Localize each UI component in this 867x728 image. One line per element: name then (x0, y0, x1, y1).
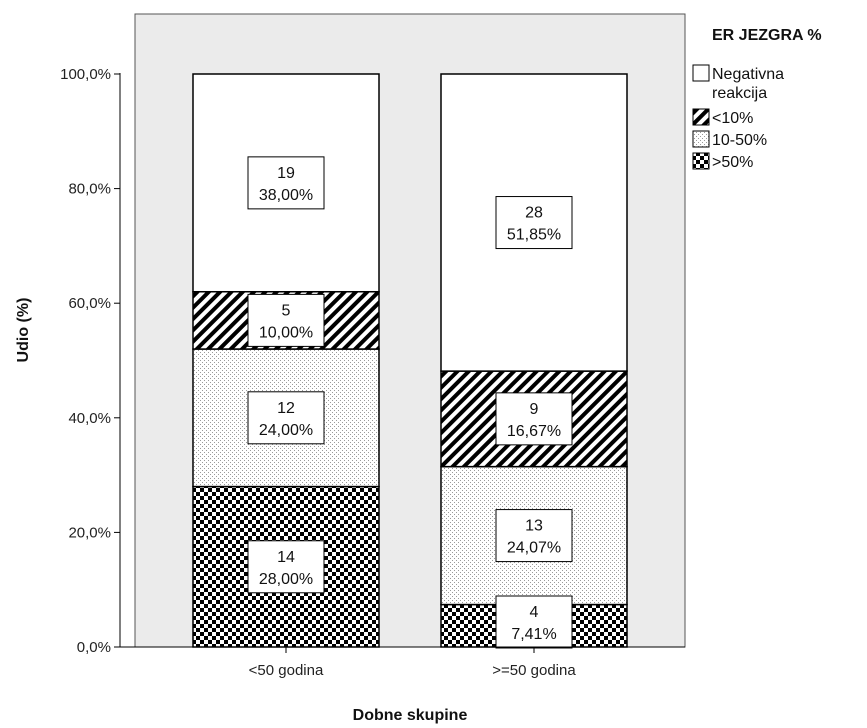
segment-count-label: 28 (525, 205, 543, 222)
segment-percent-label: 28,00% (259, 571, 313, 588)
x-axis: <50 godina >=50 godina (120, 646, 685, 679)
x-tick-label: >=50 godina (492, 662, 576, 679)
segment-percent-label: 24,07% (507, 540, 561, 557)
y-tick-label: 60,0% (68, 295, 111, 312)
segment-count-label: 19 (277, 165, 295, 182)
y-tick-label: 100,0% (60, 66, 111, 83)
segment-count-label: 5 (282, 302, 291, 319)
legend-swatch (692, 64, 710, 82)
segment-label-box (495, 509, 573, 563)
segment-label-box (247, 156, 325, 210)
y-tick-label: 20,0% (68, 524, 111, 541)
y-axis: 0,0% 20,0% 40,0% 60,0% 80,0% 100,0% (60, 66, 121, 656)
segment-label-box (247, 293, 325, 347)
x-axis-title: Dobne skupine (353, 707, 468, 724)
y-tick-label: 40,0% (68, 410, 111, 427)
legend-label: <10% (712, 110, 753, 127)
legend-swatch (692, 152, 710, 170)
legend-label: >50% (712, 154, 753, 171)
segment-label-box (495, 595, 573, 649)
segment-percent-label: 51,85% (507, 227, 561, 244)
legend-title: ER JEZGRA % (712, 27, 822, 44)
segment-label-box (247, 391, 325, 445)
y-tick-label: 80,0% (68, 181, 111, 198)
segment-percent-label: 10,00% (259, 324, 313, 341)
legend-swatch (692, 130, 710, 148)
segment-label-box (247, 540, 325, 594)
segment-label-box (495, 392, 573, 446)
y-axis-title: Udio (%) (15, 298, 32, 363)
segment-label-box (495, 196, 573, 250)
legend: ER JEZGRA % Negativna reakcija <10% 10-50% >… (692, 27, 822, 171)
legend-label: 10-50% (712, 132, 767, 149)
x-tick-label: <50 godina (249, 662, 324, 679)
segment-percent-label: 7,41% (511, 626, 556, 643)
legend-label: Negativna (712, 66, 784, 83)
y-tick-label: 0,0% (77, 639, 111, 656)
bars: 14 28,00% 12 24,00% 5 10,00% 19 38,00% 4 7,41% 13 2… (192, 73, 628, 649)
legend-label-continued: reakcija (712, 85, 767, 102)
segment-count-label: 13 (525, 518, 543, 535)
segment-percent-label: 24,00% (259, 422, 313, 439)
segment-percent-label: 38,00% (259, 187, 313, 204)
segment-percent-label: 16,67% (507, 423, 561, 440)
legend-swatch (692, 108, 710, 126)
segment-count-label: 14 (277, 549, 295, 566)
segment-count-label: 4 (530, 604, 539, 621)
segment-count-label: 9 (530, 401, 539, 418)
segment-count-label: 12 (277, 400, 295, 417)
